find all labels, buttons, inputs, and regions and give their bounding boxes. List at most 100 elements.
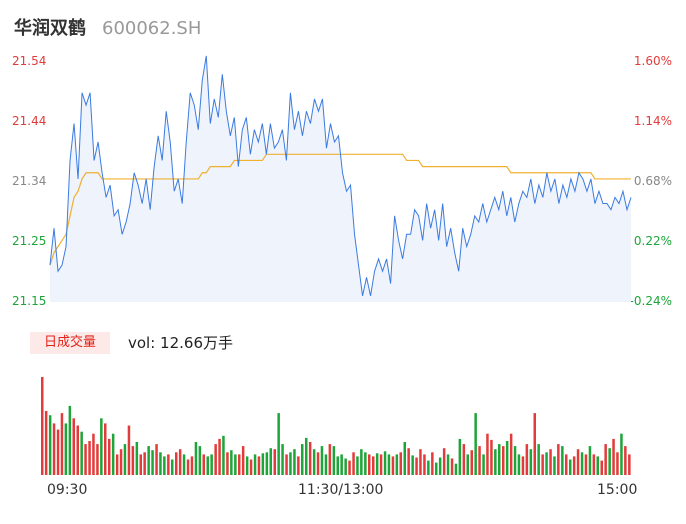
volume-bar	[265, 452, 269, 475]
volume-bar	[100, 418, 103, 475]
percent-tick-label: 1.60%	[633, 54, 672, 68]
percent-tick-label: 1.14%	[633, 114, 672, 128]
volume-bar	[312, 449, 316, 475]
volume-bar	[115, 454, 119, 475]
volume-summary: vol: 12.66万手	[128, 334, 233, 352]
time-tick-label: 09:30	[47, 482, 88, 498]
price-tick-label: 21.15	[12, 294, 47, 308]
percent-tick-label: 0.68%	[633, 174, 672, 188]
volume-bar	[131, 446, 135, 475]
volume-bar	[230, 450, 233, 475]
volume-bar	[328, 444, 332, 475]
volume-bar	[368, 454, 371, 475]
volume-bar	[92, 433, 95, 475]
volume-bar	[533, 413, 536, 475]
volume-bar	[119, 449, 123, 475]
volume-bar	[84, 444, 87, 475]
volume-bar	[458, 438, 462, 475]
volume-bar	[226, 452, 229, 475]
volume-bar	[466, 454, 469, 475]
volume-bar	[178, 449, 182, 475]
volume-bar	[56, 429, 60, 475]
volume-bar	[462, 444, 466, 475]
volume-bar	[108, 438, 111, 475]
volume-bar	[588, 446, 592, 475]
volume-bar	[454, 463, 458, 475]
volume-bar	[324, 454, 328, 475]
volume-bar	[277, 413, 280, 475]
volume-bar	[628, 454, 631, 475]
volume-bar	[470, 450, 473, 475]
volume-bar	[143, 452, 146, 475]
volume-bar	[399, 452, 402, 475]
volume-bar	[147, 446, 150, 475]
volume-bar	[48, 415, 52, 475]
volume-bar	[190, 456, 194, 475]
volume-bar	[517, 454, 521, 475]
volume-bar	[249, 459, 253, 475]
volume-bar	[308, 442, 312, 475]
volume-bar	[494, 449, 497, 475]
volume-bar	[411, 455, 414, 475]
volume-bar	[135, 442, 139, 475]
volume-bar	[545, 452, 548, 475]
volume-bar	[446, 454, 450, 475]
volume-bar	[155, 444, 158, 475]
volume-bar	[175, 452, 178, 475]
volume-bar	[301, 444, 304, 475]
volume-bar	[127, 425, 131, 475]
volume-bar	[513, 446, 517, 475]
volume-bar	[553, 456, 556, 475]
volume-bar	[509, 433, 513, 475]
volume-bar	[253, 454, 257, 475]
volume-bar	[104, 423, 107, 475]
volume-bar	[344, 458, 347, 475]
volume-bar	[320, 446, 324, 475]
volume-bar	[529, 449, 533, 475]
volume-bar	[391, 456, 395, 475]
volume-bar	[478, 446, 481, 475]
volume-bar	[474, 413, 477, 475]
volume-bar	[332, 446, 336, 475]
volume-bar	[557, 444, 560, 475]
volume-bar	[182, 454, 186, 475]
volume-bar	[450, 458, 454, 475]
volume-bar	[218, 438, 221, 475]
volume-bar	[620, 433, 623, 475]
volume-bar	[52, 423, 56, 475]
volume-bar	[210, 454, 213, 475]
volume-bar	[214, 444, 217, 475]
volume-bar	[241, 446, 245, 475]
volume-bar	[572, 456, 576, 475]
volume-bar	[293, 449, 296, 475]
volume-bar	[612, 438, 615, 475]
volume-bar	[600, 460, 603, 475]
volume-bar	[423, 454, 426, 475]
volume-bar	[569, 459, 572, 475]
volume-bar	[498, 444, 501, 475]
volume-bar	[525, 444, 529, 475]
volume-bar	[238, 454, 241, 475]
volume-bar	[261, 453, 265, 475]
volume-bar	[502, 446, 505, 475]
volume-tag[interactable]: 日成交量	[30, 332, 110, 354]
volume-bar	[111, 433, 115, 475]
volume-bar	[348, 460, 351, 475]
volume-bar	[565, 454, 568, 475]
volume-bar	[490, 439, 493, 475]
volume-bar	[96, 444, 99, 475]
volume-bar	[289, 452, 292, 475]
volume-bar	[76, 425, 79, 475]
volume-bar	[316, 452, 320, 475]
volume-bar	[198, 446, 202, 475]
volume-bar	[336, 456, 339, 475]
volume-bar	[395, 454, 399, 475]
volume-bar	[269, 448, 272, 475]
volume-bar	[273, 449, 276, 475]
volume-bar	[222, 435, 225, 475]
volume-bar	[41, 377, 44, 475]
volume-bar	[163, 456, 166, 475]
volume-bar	[407, 448, 410, 475]
volume-bar	[438, 457, 442, 475]
